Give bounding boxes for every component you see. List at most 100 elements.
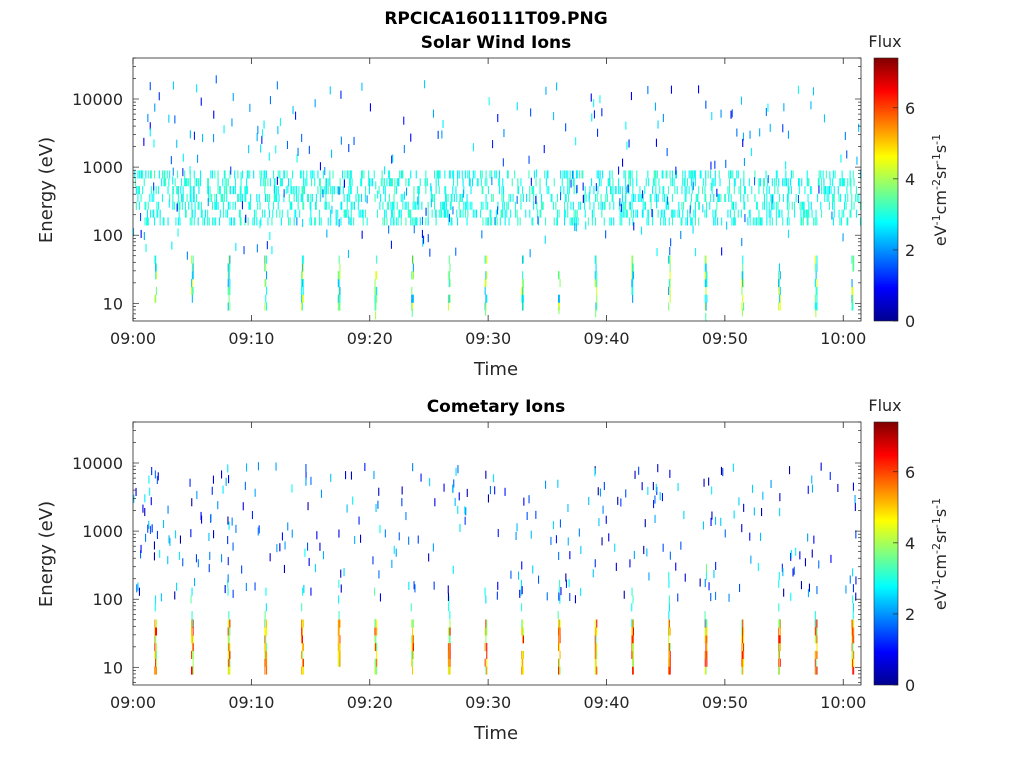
flux-cell xyxy=(382,201,384,210)
flux-cell xyxy=(339,294,341,303)
flux-cell xyxy=(521,658,523,667)
flux-cell xyxy=(558,658,560,667)
flux-cell xyxy=(366,195,368,204)
flux-cell xyxy=(230,217,232,226)
flux-cell xyxy=(154,217,156,226)
flux-cell xyxy=(346,193,348,202)
flux-cell xyxy=(741,658,743,667)
flux-cell xyxy=(639,193,641,202)
flux-cell xyxy=(302,201,304,210)
flux-cell xyxy=(684,573,686,582)
flux-cell xyxy=(174,178,176,187)
flux-cell xyxy=(648,209,650,218)
flux-cell xyxy=(152,209,154,218)
flux-cell xyxy=(647,486,649,495)
flux-cell xyxy=(265,178,267,187)
flux-cell xyxy=(172,186,174,195)
flux-cell xyxy=(430,199,432,208)
flux-cell xyxy=(675,562,677,571)
flux-cell xyxy=(641,193,643,202)
flux-cell xyxy=(445,193,447,202)
colorbar-1 xyxy=(873,57,899,322)
flux-cell xyxy=(137,170,139,179)
flux-cell xyxy=(392,154,394,163)
flux-cell xyxy=(268,201,270,210)
flux-cell xyxy=(425,217,427,226)
flux-cell xyxy=(196,490,198,499)
flux-cell xyxy=(558,209,560,218)
flux-cell xyxy=(277,186,279,195)
flux-cell xyxy=(660,217,662,226)
flux-cell xyxy=(232,93,234,102)
flux-cell xyxy=(599,488,601,497)
flux-cell xyxy=(434,170,436,179)
flux-cell xyxy=(533,170,535,179)
flux-cell xyxy=(851,302,853,311)
flux-cell xyxy=(730,193,732,202)
flux-cell xyxy=(337,658,339,667)
flux-cell xyxy=(733,201,735,210)
flux-cell xyxy=(179,535,181,544)
flux-cell xyxy=(463,201,465,210)
flux-cell xyxy=(398,178,400,187)
flux-cell xyxy=(816,294,818,303)
flux-cell xyxy=(843,209,845,218)
flux-cell xyxy=(260,217,262,226)
flux-cell xyxy=(228,286,230,295)
flux-cell xyxy=(558,592,560,601)
flux-cell xyxy=(154,619,156,628)
flux-cell xyxy=(198,178,200,187)
flux-cell xyxy=(392,217,394,226)
flux-cell xyxy=(591,217,593,226)
flux-cell xyxy=(642,193,644,202)
flux-cell xyxy=(603,482,605,491)
flux-cell xyxy=(815,627,817,636)
flux-cell xyxy=(595,309,597,318)
flux-cell xyxy=(485,217,487,226)
flux-cell xyxy=(301,619,303,628)
flux-cell xyxy=(556,209,558,218)
flux-cell xyxy=(156,209,158,218)
flux-cell xyxy=(434,209,436,218)
flux-cell xyxy=(266,286,268,295)
flux-cell xyxy=(337,650,339,659)
flux-cell xyxy=(302,666,304,675)
colorbar-tick-label: 6 xyxy=(905,99,915,118)
flux-cell xyxy=(301,286,303,295)
flux-cell xyxy=(259,170,261,179)
x-tick-label: 09:50 xyxy=(702,693,748,712)
flux-cell xyxy=(485,193,487,202)
flux-cell xyxy=(178,201,180,210)
flux-cell xyxy=(532,565,534,574)
flux-cell xyxy=(668,658,670,667)
flux-cell xyxy=(197,154,199,163)
flux-cell xyxy=(671,217,673,226)
flux-cell xyxy=(168,178,170,187)
flux-cell xyxy=(553,178,555,187)
flux-cell xyxy=(191,650,193,659)
flux-cell xyxy=(535,178,537,187)
flux-cell xyxy=(332,170,334,179)
flux-cell xyxy=(376,643,378,652)
flux-cell xyxy=(545,178,547,187)
flux-cell xyxy=(496,591,498,600)
flux-cell xyxy=(727,186,729,195)
flux-cell xyxy=(598,170,600,179)
flux-cell xyxy=(738,186,740,195)
flux-cell xyxy=(569,593,571,602)
flux-cell xyxy=(452,206,454,215)
flux-cell xyxy=(257,125,259,134)
flux-cell xyxy=(378,487,380,496)
flux-cell xyxy=(727,209,729,218)
flux-cell xyxy=(265,170,267,179)
flux-cell xyxy=(575,137,577,146)
flux-cell xyxy=(382,217,384,226)
flux-cell xyxy=(578,201,580,210)
flux-cell xyxy=(575,209,577,218)
flux-cell xyxy=(628,186,630,195)
flux-cell xyxy=(832,201,834,210)
flux-cell xyxy=(339,619,341,628)
flux-cell xyxy=(227,643,229,652)
flux-cell xyxy=(717,217,719,226)
flux-cell xyxy=(399,170,401,179)
